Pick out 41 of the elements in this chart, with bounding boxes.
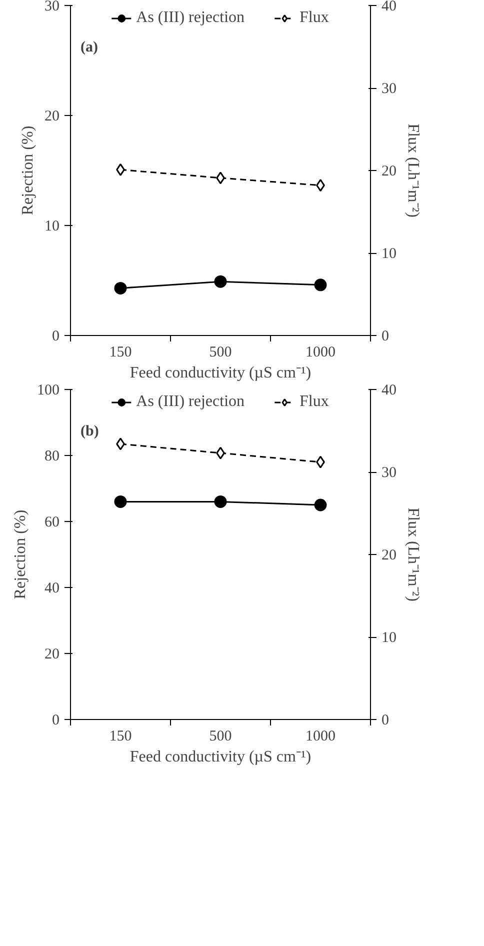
y2-tick-label: 0: [382, 328, 389, 344]
y-tick-label: 20: [44, 646, 60, 662]
point: [214, 275, 227, 288]
y2-tick-label: 40: [382, 382, 396, 398]
y-tick-label: 20: [44, 108, 60, 124]
y-tick-label: 0: [52, 712, 60, 728]
x-tick-label: 500: [209, 728, 232, 744]
legend-label: As (III) rejection: [136, 9, 245, 27]
y-axis-title: Rejection (%): [20, 126, 36, 216]
y2-tick-label: 30: [382, 81, 396, 97]
x-tick-label: 500: [209, 344, 232, 360]
y2-tick-label: 20: [382, 164, 396, 180]
y2-axis-title: Flux (Lh⁻¹m⁻²): [404, 124, 422, 218]
y2-tick-label: 40: [382, 0, 396, 14]
y2-tick-label: 30: [382, 465, 396, 481]
y-tick-label: 0: [52, 328, 60, 344]
point: [114, 282, 127, 294]
y-axis-title: Rejection (%): [12, 510, 29, 600]
y-tick-label: 40: [44, 580, 60, 596]
point: [314, 278, 327, 292]
y2-axis-title: Flux (Lh⁻¹m⁻²): [404, 508, 422, 602]
y-tick-label: 10: [44, 218, 60, 234]
y2-tick-label: 10: [382, 246, 396, 262]
y-tick-label: 60: [44, 514, 60, 530]
x-tick-label: 1000: [306, 728, 336, 744]
x-axis-title: Feed conductivity (µS cm⁻¹): [130, 364, 312, 382]
text: (b): [80, 424, 99, 440]
y-tick-label: 100: [37, 382, 60, 398]
y2-tick-label: 20: [382, 548, 396, 564]
x-tick-label: 1000: [306, 344, 336, 360]
text: (a): [80, 40, 98, 56]
legend-label: Flux: [300, 9, 329, 27]
y2-tick-label: 0: [382, 712, 389, 728]
x-tick-label: 150: [109, 344, 132, 360]
legend-label: As (III) rejection: [136, 393, 245, 411]
legend-label: Flux: [300, 393, 329, 411]
y2-tick-label: 10: [382, 630, 396, 646]
x-tick-label: 150: [109, 728, 132, 744]
y-tick-label: 30: [44, 0, 60, 14]
y-tick-label: 80: [44, 448, 60, 464]
x-axis-title: Feed conductivity (µS cm⁻¹): [130, 748, 312, 766]
